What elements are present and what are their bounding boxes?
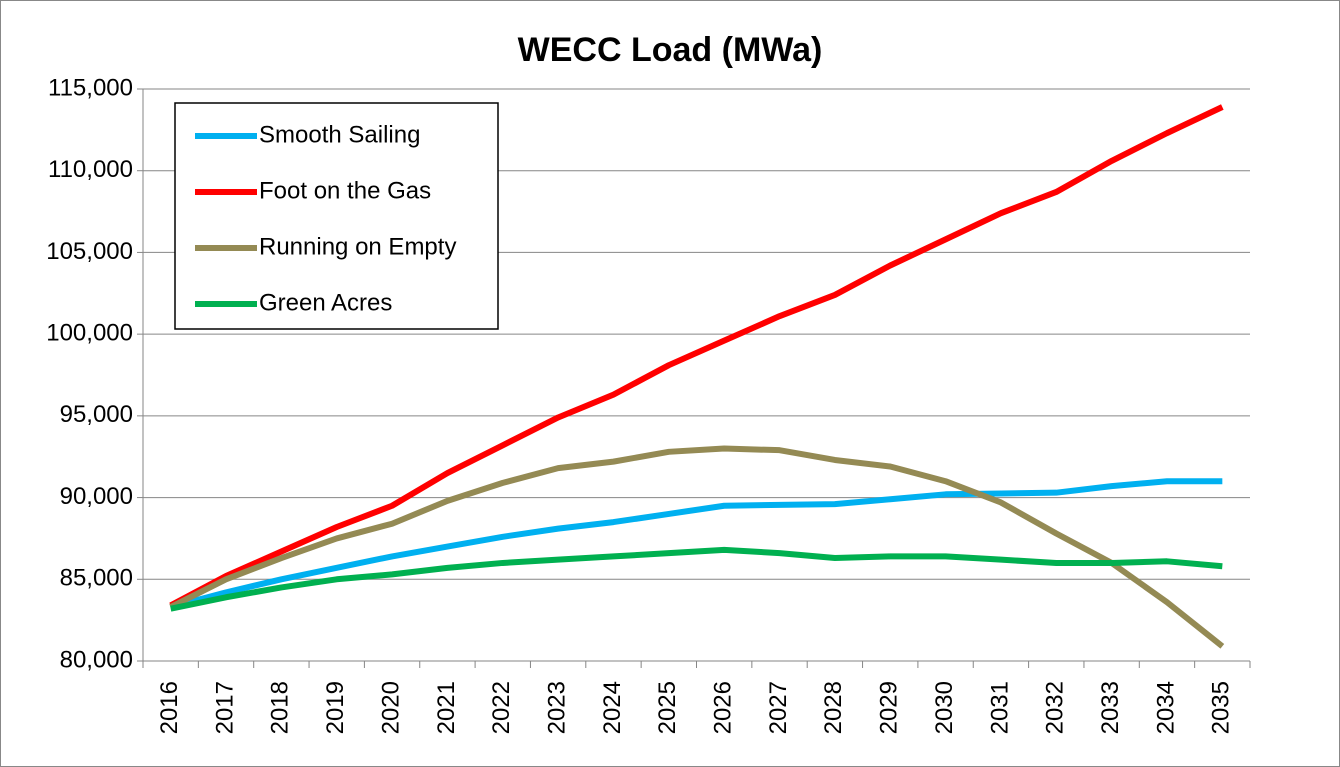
legend-box: [174, 102, 499, 330]
x-tick-label: 2024: [599, 681, 626, 734]
x-tick-label: 2026: [710, 681, 737, 734]
x-tick-label: 2031: [986, 681, 1013, 734]
data-line: [169, 445, 1225, 649]
x-tick-label: 2022: [488, 681, 515, 734]
x-tick-label: 2019: [322, 681, 349, 734]
data-line: [169, 478, 1223, 610]
x-tick-label: 2018: [267, 681, 294, 734]
x-tick-label: 2017: [211, 681, 238, 734]
y-tick-label: 100,000: [46, 319, 133, 346]
x-tick-label: 2033: [1097, 681, 1124, 734]
x-tick-label: 2023: [543, 681, 570, 734]
y-tick-label: 95,000: [60, 401, 133, 428]
legend-label: Smooth Sailing: [259, 121, 420, 148]
x-tick-label: 2020: [377, 681, 404, 734]
y-tick-label: 110,000: [48, 156, 133, 183]
legend-label: Foot on the Gas: [259, 177, 431, 204]
x-tick-label: 2016: [156, 681, 183, 734]
y-tick-label: 90,000: [60, 483, 133, 510]
x-tick-label: 2027: [765, 681, 792, 734]
legend-label: Green Acres: [259, 289, 392, 316]
data-line: [170, 546, 1223, 612]
legend-label: Running on Empty: [259, 233, 456, 260]
y-tick-label: 105,000: [46, 238, 133, 265]
x-tick-label: 2021: [433, 681, 460, 734]
chart-title: WECC Load (MWa): [518, 31, 823, 69]
x-tick-label: 2035: [1208, 681, 1235, 734]
y-tick-label: 115,000: [48, 74, 133, 101]
y-tick-label: 80,000: [60, 646, 133, 673]
x-tick-label: 2025: [654, 681, 681, 734]
x-tick-label: 2034: [1152, 681, 1179, 734]
x-tick-label: 2032: [1042, 681, 1069, 734]
data-line: [169, 104, 1224, 609]
y-tick-label: 85,000: [60, 565, 133, 592]
x-tick-label: 2030: [931, 681, 958, 734]
x-tick-label: 2028: [820, 681, 847, 734]
x-tick-label: 2029: [876, 681, 903, 734]
